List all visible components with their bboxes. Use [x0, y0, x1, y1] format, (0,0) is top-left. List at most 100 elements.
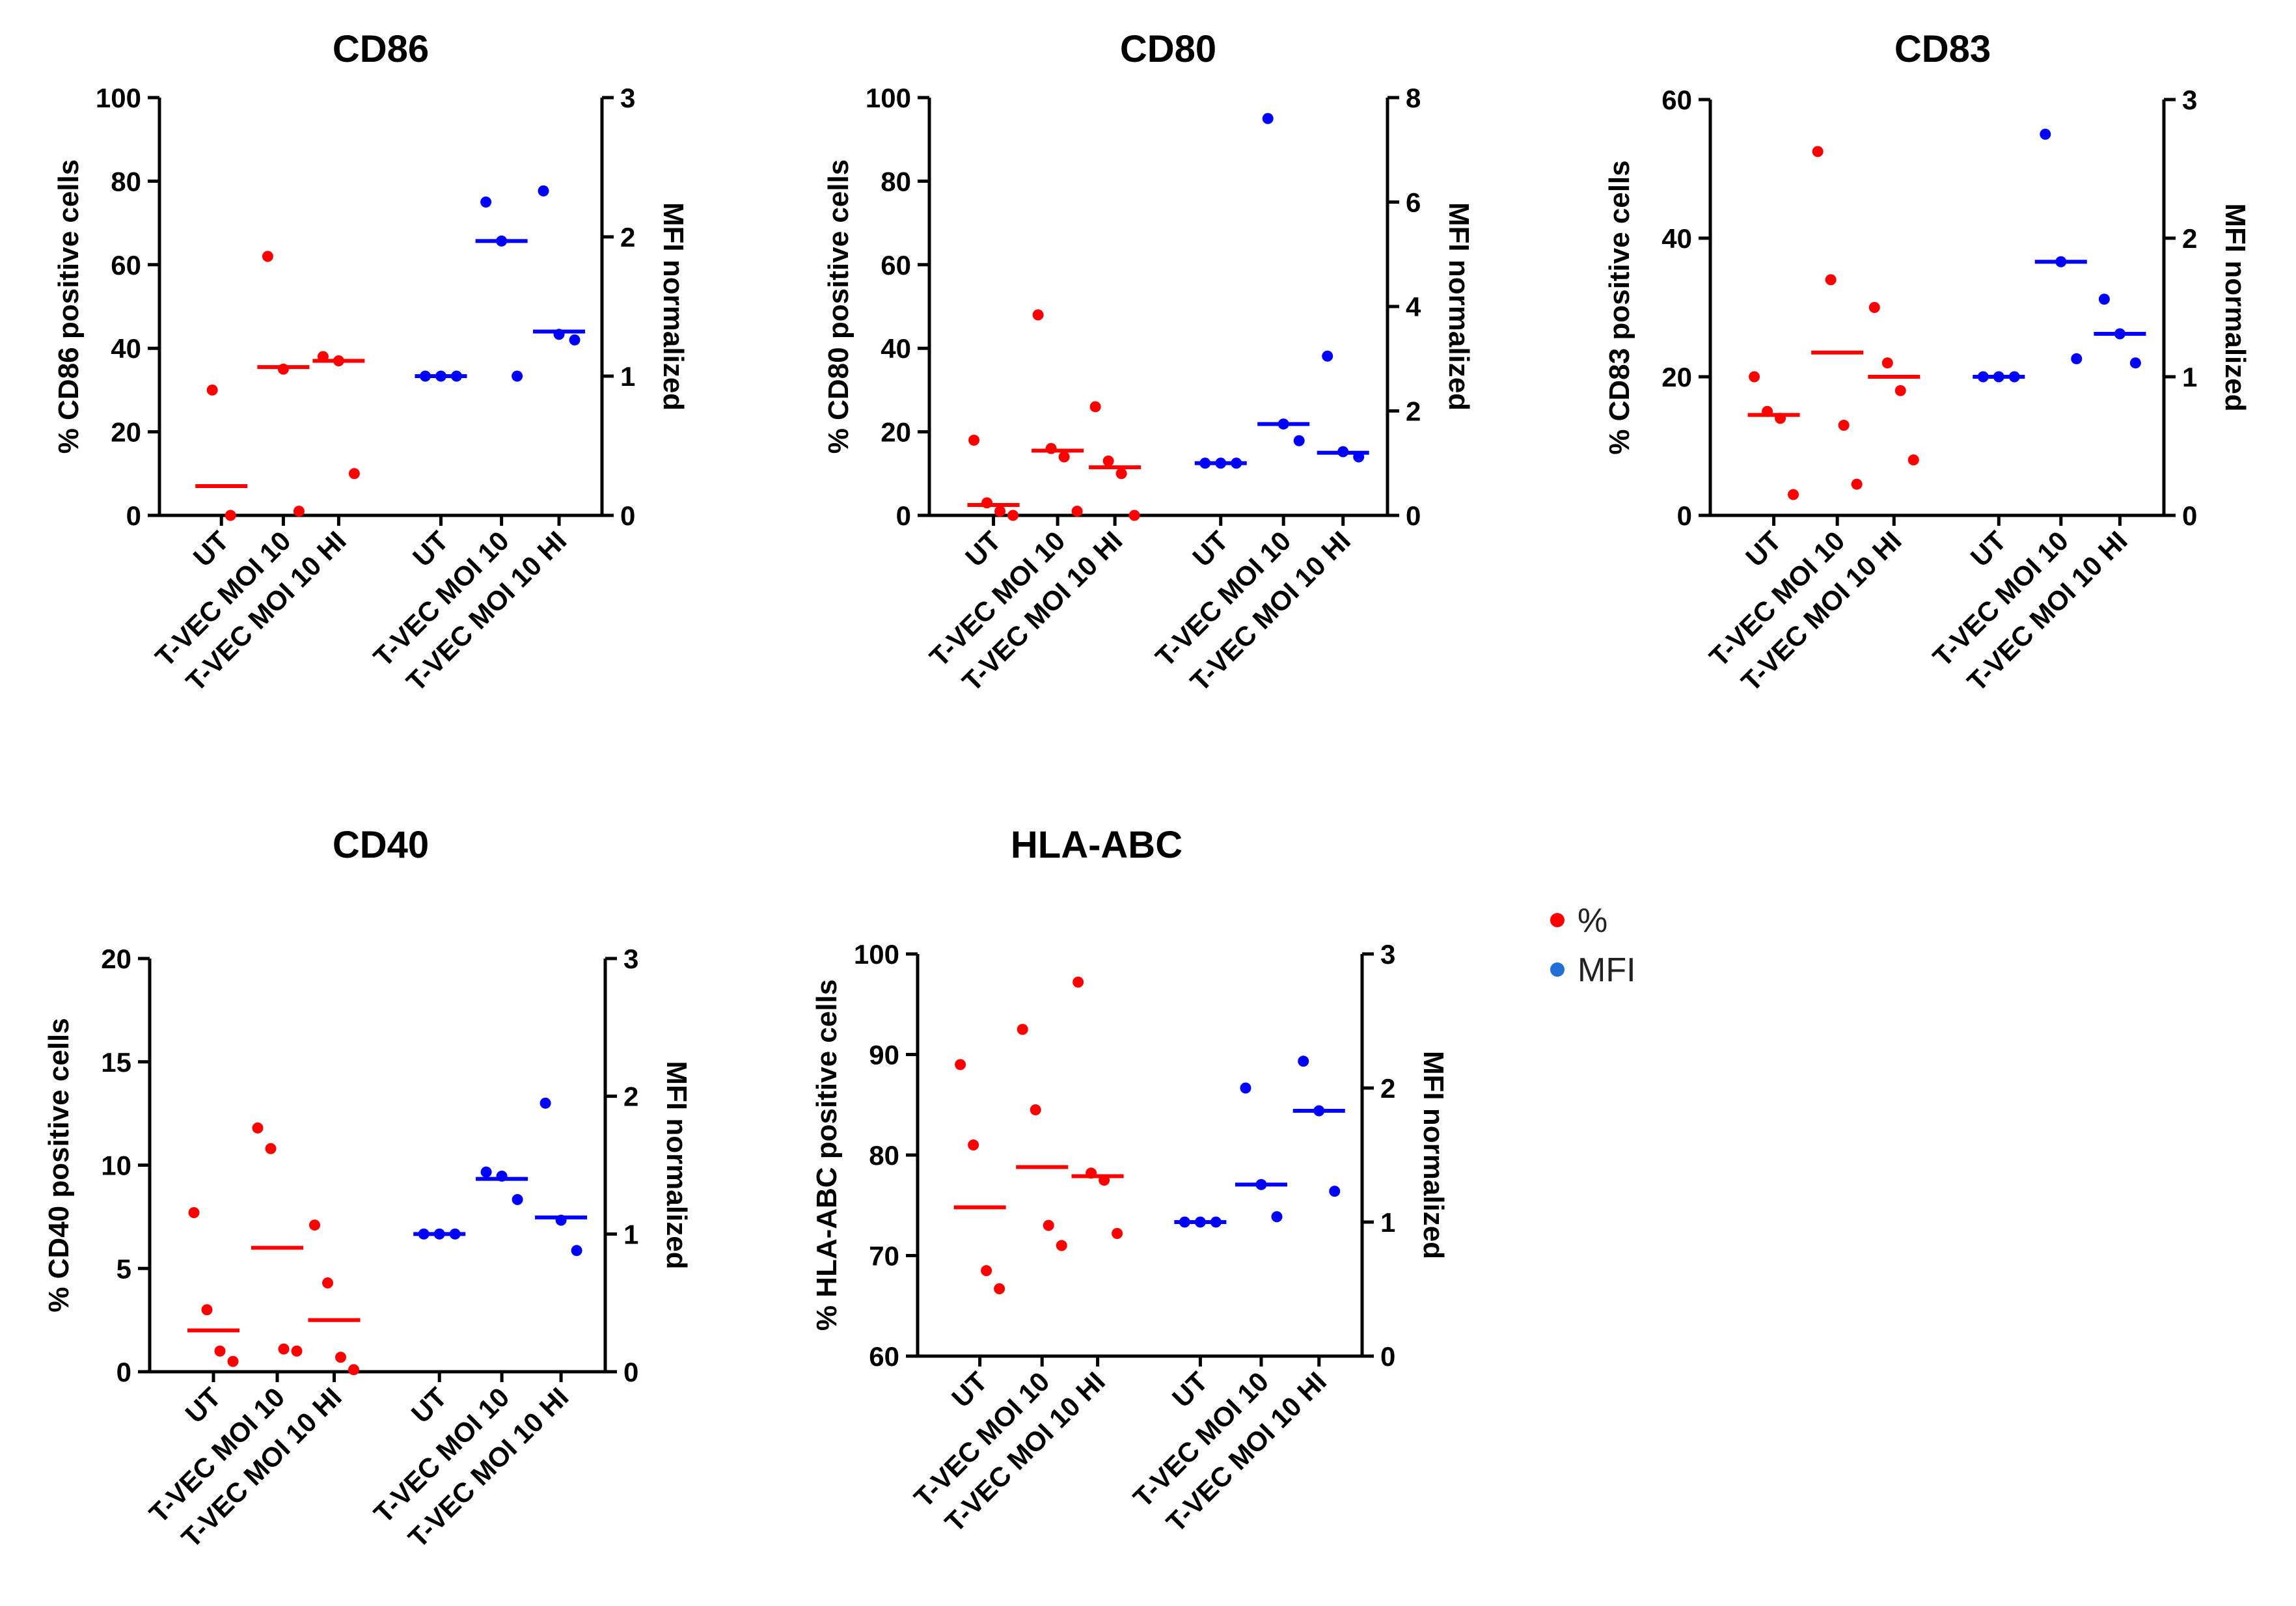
right-tick-label: 2 — [623, 1082, 638, 1112]
data-point — [1007, 510, 1019, 521]
data-point — [968, 434, 980, 446]
data-point — [2040, 128, 2051, 140]
data-point — [1838, 420, 1850, 431]
right-tick-label: 3 — [1380, 939, 1395, 970]
left-tick-label: 10 — [101, 1150, 131, 1181]
data-point — [348, 468, 360, 480]
left-tick-label: 20 — [881, 417, 911, 448]
data-point — [188, 1207, 200, 1219]
left-tick-label: 20 — [111, 417, 141, 448]
left-tick-label: 90 — [869, 1040, 899, 1070]
data-point — [512, 370, 523, 382]
category-label: UT — [959, 525, 1007, 573]
category-label: UT — [1740, 525, 1787, 573]
data-point — [1825, 274, 1837, 286]
right-tick-label: 8 — [1406, 83, 1421, 113]
data-point — [1329, 1186, 1341, 1197]
left-tick-label: 40 — [881, 333, 911, 364]
right-tick-label: 2 — [1406, 396, 1421, 427]
panel-cd83: CD83 0 20 40 60 0 1 2 3 % CD83 positive cells MFI … — [1604, 28, 2251, 697]
data-point — [262, 251, 273, 262]
data-point — [540, 1097, 551, 1109]
series-mfi — [415, 185, 586, 382]
left-tick-label: 40 — [111, 333, 141, 364]
left-tick-label: 60 — [1661, 85, 1692, 115]
data-point — [1030, 1104, 1041, 1115]
left-tick-label: 15 — [101, 1047, 131, 1078]
data-point — [968, 1139, 979, 1151]
category-label: UT — [187, 525, 235, 573]
data-point — [278, 1343, 290, 1355]
panel-title: CD83 — [1894, 28, 1991, 70]
left-tick-label: 60 — [869, 1341, 899, 1372]
left-tick-label: 100 — [866, 83, 911, 113]
left-tick-label: 0 — [116, 1357, 131, 1387]
data-point — [1073, 976, 1084, 988]
panel-hla-abc: HLA-ABC 60 70 80 90 100 0 1 2 3 % HLA-ABC positive… — [811, 824, 1449, 1538]
data-point — [1115, 468, 1127, 480]
left-axis-label: % CD40 positive cells — [43, 1018, 75, 1312]
data-point — [1032, 309, 1044, 321]
data-point — [1788, 489, 1799, 500]
data-point — [1812, 146, 1824, 157]
right-tick-label: 3 — [623, 944, 638, 974]
series-percent — [1747, 146, 1920, 500]
data-point — [1058, 451, 1070, 463]
data-point — [981, 1265, 992, 1277]
data-point — [1112, 1228, 1123, 1240]
data-point — [1749, 371, 1760, 383]
left-tick-label: 5 — [116, 1253, 131, 1284]
data-point — [955, 1059, 966, 1070]
data-point — [291, 1345, 303, 1357]
data-point — [201, 1304, 213, 1316]
data-point — [335, 1352, 346, 1363]
left-tick-label: 20 — [1661, 362, 1692, 392]
data-point — [1262, 113, 1274, 124]
panel-title: CD80 — [1120, 28, 1216, 70]
data-point — [569, 334, 581, 346]
left-tick-label: 70 — [869, 1241, 899, 1272]
data-point — [1071, 506, 1083, 517]
data-point — [1271, 1211, 1283, 1223]
data-point — [309, 1219, 320, 1231]
left-tick-label: 80 — [869, 1140, 899, 1171]
left-axis-label: % CD83 positive cells — [1604, 160, 1635, 454]
data-point — [1293, 435, 1305, 446]
panel-title: HLA-ABC — [1011, 824, 1182, 866]
data-point — [1102, 456, 1114, 467]
data-point — [214, 1345, 226, 1357]
right-tick-label: 2 — [620, 222, 635, 252]
category-label: UT — [946, 1366, 993, 1413]
category-label: UT — [407, 525, 454, 573]
right-tick-label: 4 — [1406, 292, 1421, 322]
right-axis-label: MFI normalized — [1443, 202, 1475, 411]
data-point — [225, 510, 236, 521]
series-percent — [967, 309, 1141, 521]
left-axis-label: % CD86 positive cells — [53, 159, 85, 454]
left-tick-label: 100 — [854, 939, 899, 970]
right-tick-label: 0 — [620, 500, 635, 531]
category-label: UT — [405, 1381, 453, 1429]
data-point — [322, 1277, 333, 1288]
data-point — [2098, 293, 2110, 305]
right-tick-label: 2 — [2182, 223, 2197, 254]
data-point — [512, 1193, 523, 1205]
data-point — [480, 1166, 492, 1178]
data-point — [1128, 510, 1140, 521]
data-point — [1017, 1024, 1028, 1035]
data-point — [538, 185, 549, 197]
data-point — [571, 1245, 582, 1257]
right-tick-label: 1 — [2182, 362, 2197, 392]
right-axis-label: MFI normalized — [2219, 203, 2251, 411]
right-axis-label: MFI normalized — [1417, 1051, 1449, 1259]
left-axis-label: % HLA-ABC positive cells — [811, 979, 843, 1331]
legend-marker-percent — [1550, 913, 1565, 927]
data-point — [206, 384, 218, 396]
data-point — [293, 506, 305, 517]
data-point — [1043, 1219, 1054, 1231]
right-axis-label: MFI normalized — [661, 1061, 692, 1269]
data-point — [994, 506, 1006, 517]
panel-title: CD86 — [333, 28, 429, 70]
data-point — [2129, 357, 2141, 369]
left-tick-label: 100 — [96, 83, 141, 113]
